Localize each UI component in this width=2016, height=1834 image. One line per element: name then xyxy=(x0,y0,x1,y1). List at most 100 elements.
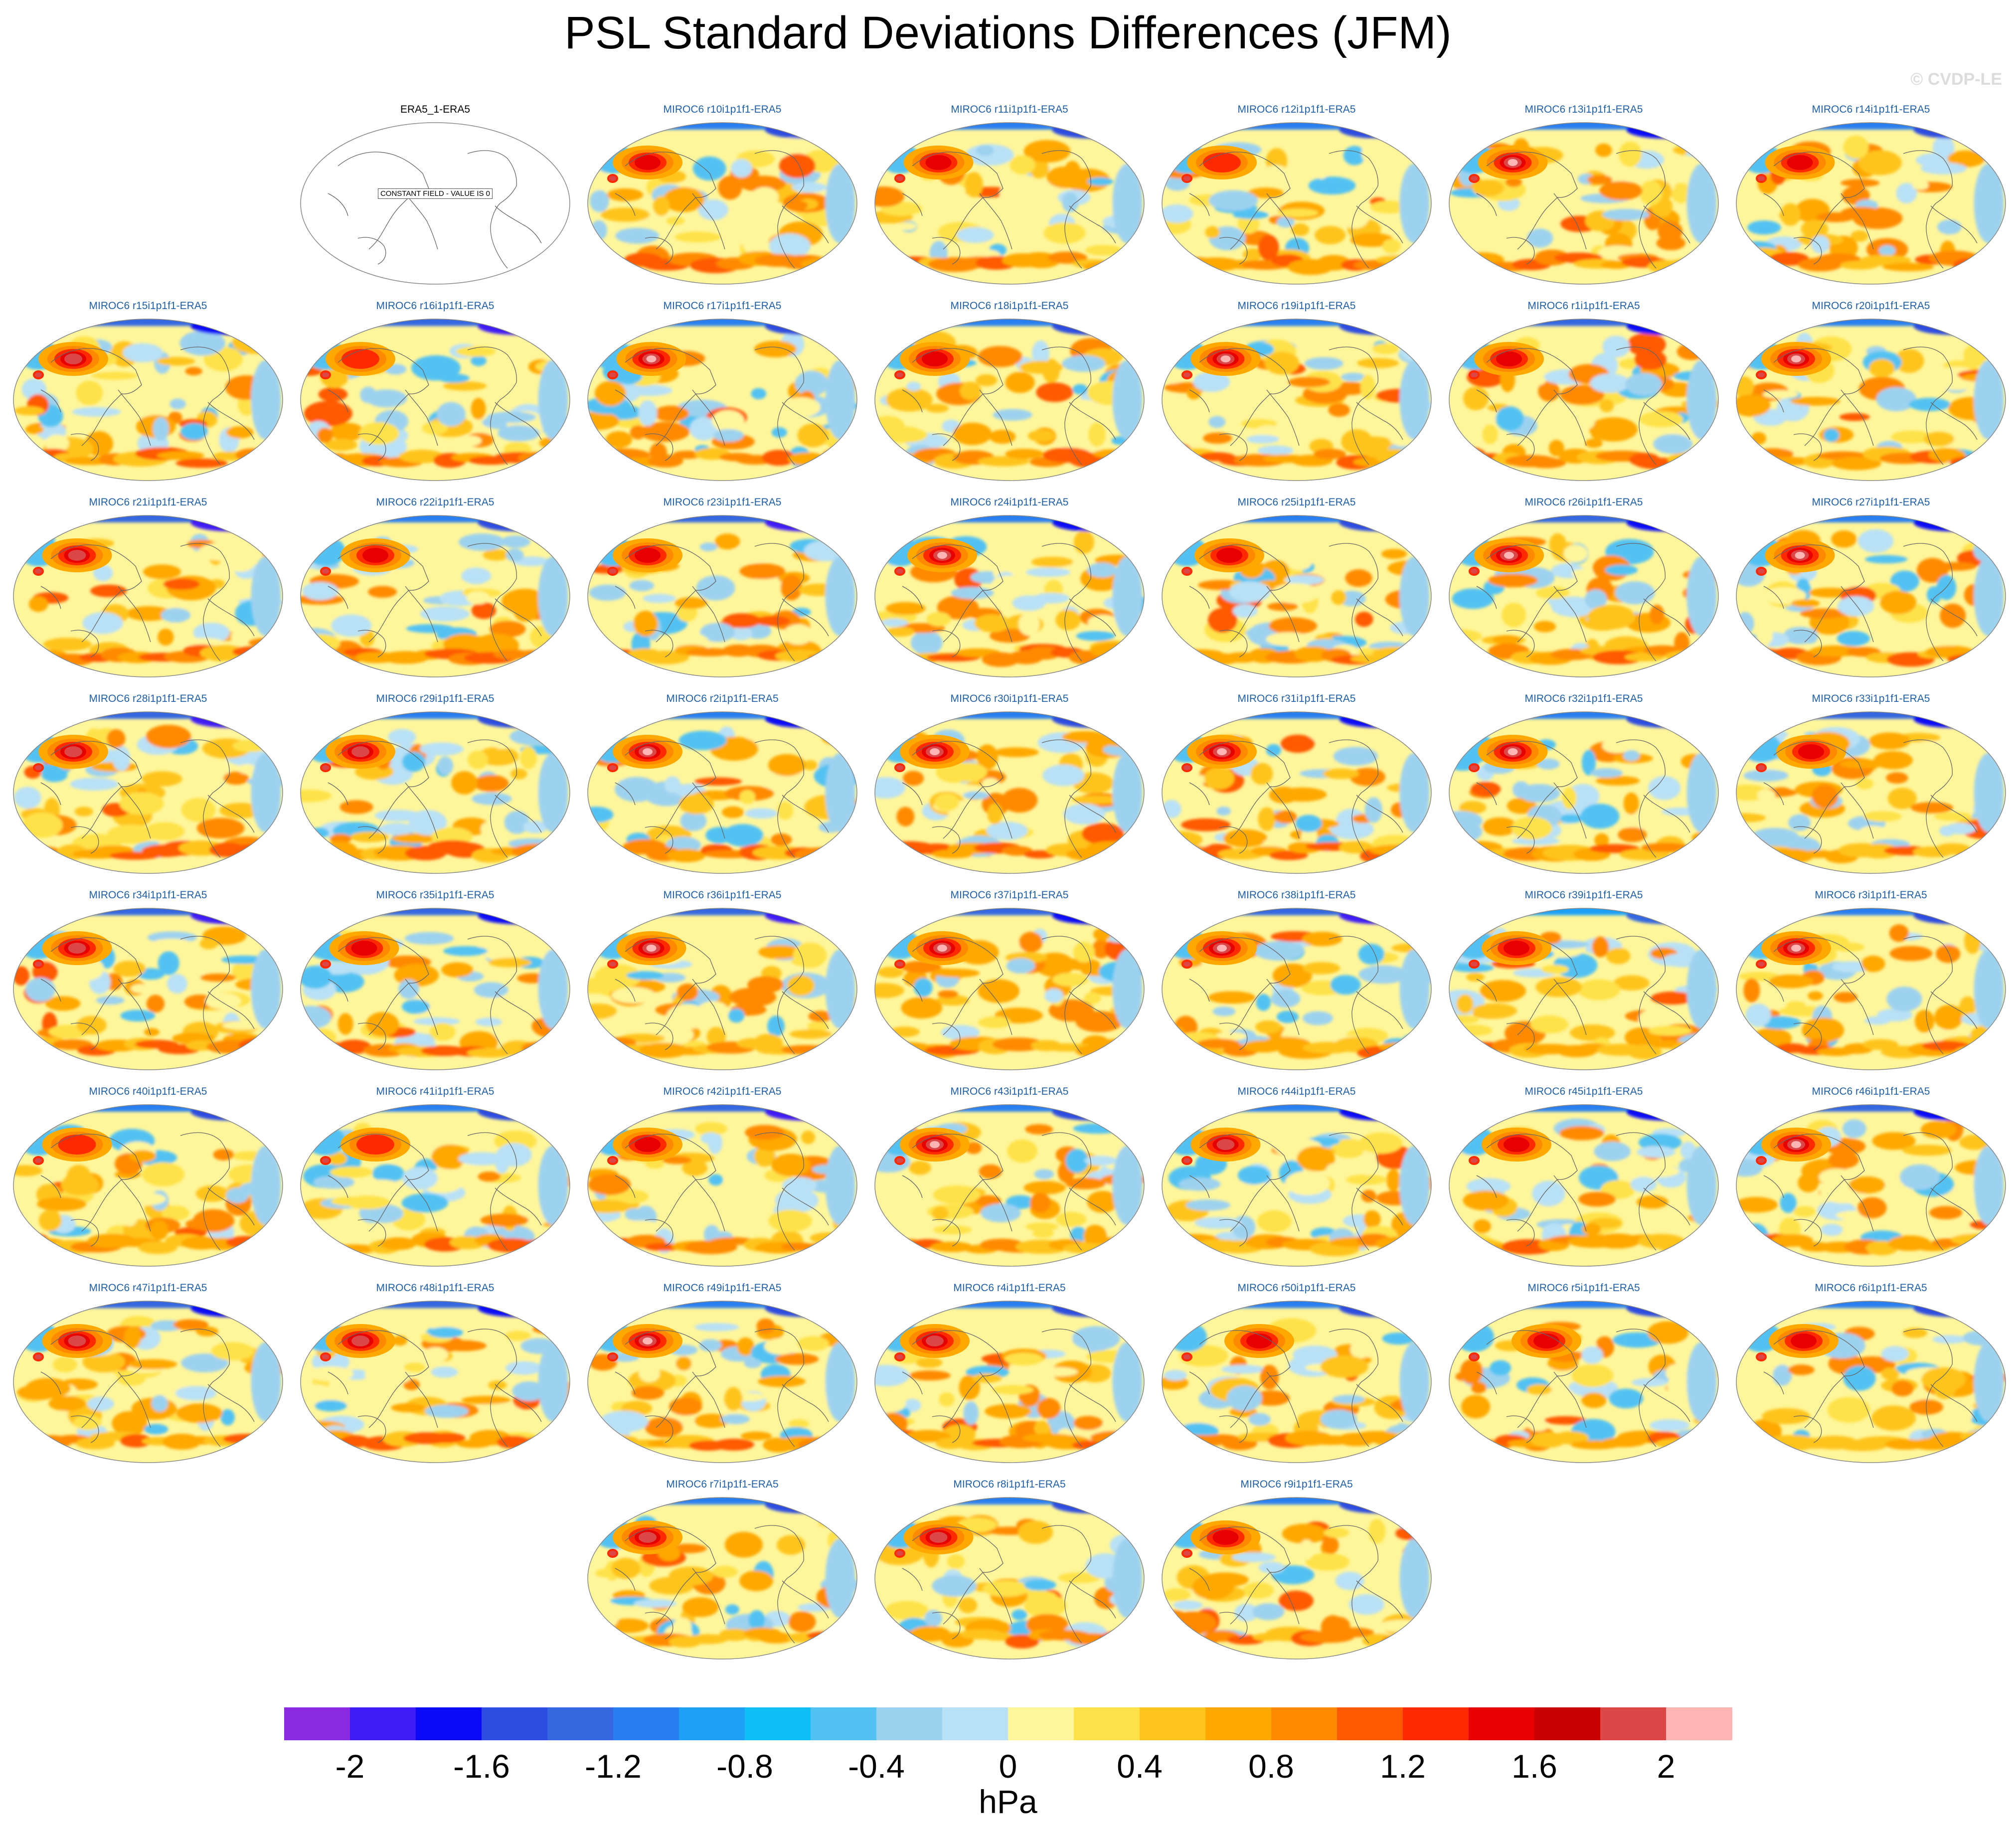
anomaly-patch xyxy=(345,1195,390,1209)
panel-title: MIROC6 r27i1p1f1-ERA5 xyxy=(1812,497,1930,508)
anomaly-patch xyxy=(994,747,1039,757)
anomaly-patch xyxy=(489,958,531,968)
anomaly-patch xyxy=(909,1370,951,1381)
highland-peak xyxy=(1756,1156,1767,1165)
anomaly-patch xyxy=(1324,1527,1349,1538)
map-panel: MIROC6 r44i1p1f1-ERA5 xyxy=(1156,1086,1438,1275)
anomaly-patch xyxy=(481,821,499,837)
highland-peak xyxy=(607,960,618,969)
anomaly-patch xyxy=(745,808,778,819)
map-field xyxy=(1162,1301,1431,1463)
highland-peak xyxy=(33,763,44,772)
anomaly-patch xyxy=(792,182,827,193)
anomaly-patch xyxy=(1606,948,1631,965)
map-panel: MIROC6 r47i1p1f1-ERA5 xyxy=(7,1282,289,1472)
southern-ocean-patch xyxy=(1627,1044,1662,1059)
coastline xyxy=(912,1330,1004,1428)
north-pacific-peak xyxy=(1795,552,1805,559)
anomaly-patch xyxy=(976,145,994,156)
anomaly-patch xyxy=(1335,1571,1364,1590)
anomaly-patch xyxy=(325,439,357,451)
coastline xyxy=(1329,1132,1378,1251)
anomaly-patch xyxy=(1331,1139,1366,1158)
map-outline xyxy=(587,908,857,1070)
anomaly-patch xyxy=(789,1029,832,1039)
coastline xyxy=(645,433,673,461)
panel-title: MIROC6 r26i1p1f1-ERA5 xyxy=(1524,497,1643,508)
anomaly-patch xyxy=(231,628,245,647)
north-pacific-peak xyxy=(635,548,661,563)
anomaly-patch xyxy=(1242,1582,1274,1599)
anomaly-patch xyxy=(1358,944,1385,965)
southern-ocean-patch xyxy=(875,1041,904,1056)
north-pacific-peak xyxy=(930,1141,940,1148)
anomaly-patch xyxy=(1087,177,1114,186)
polar-negative-band xyxy=(301,1105,570,1112)
coastline xyxy=(615,782,636,806)
anomaly-patch xyxy=(1163,1588,1191,1602)
southern-ocean-patch xyxy=(248,457,283,466)
anomaly-field xyxy=(588,712,857,862)
coastline xyxy=(1643,205,1690,244)
global-map xyxy=(874,1104,1145,1267)
map-panel: MIROC6 r20i1p1f1-ERA5 xyxy=(1730,300,2012,490)
north-pacific-peak xyxy=(937,552,947,559)
anomaly-patch xyxy=(1511,817,1552,840)
anomaly-patch xyxy=(1243,248,1263,261)
colorbar-box xyxy=(876,1707,943,1740)
anomaly-patch xyxy=(144,1028,160,1036)
anomaly-patch xyxy=(1173,1600,1203,1610)
north-pacific-peak xyxy=(930,748,940,755)
anomaly-patch xyxy=(1087,1190,1119,1213)
southern-ocean-patch xyxy=(1634,458,1684,470)
coastline xyxy=(1643,598,1690,637)
anomaly-patch xyxy=(14,406,44,416)
anomaly-patch xyxy=(181,1353,229,1372)
anomaly-patch xyxy=(330,1167,373,1178)
north-pacific-peak xyxy=(1787,155,1813,170)
anomaly-patch xyxy=(1535,586,1569,599)
highland-peak xyxy=(607,174,618,183)
panel-title: MIROC6 r14i1p1f1-ERA5 xyxy=(1812,104,1930,115)
anomaly-patch xyxy=(1386,1169,1401,1191)
anomaly-patch xyxy=(1472,179,1504,197)
coastline xyxy=(405,782,438,839)
colorbar-box xyxy=(942,1707,1008,1740)
anomaly-patch xyxy=(1370,200,1409,214)
colorbar xyxy=(284,1707,1732,1740)
coastline xyxy=(357,237,386,265)
southern-ocean-patch xyxy=(229,844,279,853)
anomaly-patch xyxy=(1044,989,1063,1003)
anomaly-patch xyxy=(402,752,426,772)
polar-negative-band xyxy=(1162,123,1431,130)
anomaly-patch xyxy=(189,961,204,979)
coastline xyxy=(1199,348,1291,446)
coastline xyxy=(357,433,386,461)
anomaly-patch xyxy=(427,1321,465,1330)
anomaly-patch xyxy=(639,1365,660,1382)
anomaly-patch xyxy=(1828,1151,1859,1168)
map-panel: MIROC6 r32i1p1f1-ERA5 xyxy=(1443,693,1725,882)
map-field xyxy=(1449,1301,1718,1463)
coastline xyxy=(1793,826,1822,854)
north-pacific-peak xyxy=(1217,748,1227,755)
southern-ocean-patch xyxy=(538,845,570,858)
negative-patch xyxy=(825,1146,855,1225)
anomaly-patch xyxy=(1637,1146,1676,1158)
southern-ocean-patch xyxy=(518,1239,560,1251)
map-panel: MIROC6 r30i1p1f1-ERA5 xyxy=(868,693,1151,882)
anomaly-patch xyxy=(1889,924,1909,942)
anomaly-patch xyxy=(366,389,407,408)
map-outline xyxy=(1162,1301,1432,1463)
panel-title: MIROC6 r50i1p1f1-ERA5 xyxy=(1237,1282,1356,1294)
anomaly-patch xyxy=(1248,1413,1271,1426)
southern-ocean-patch xyxy=(648,454,683,468)
negative-patch xyxy=(1112,556,1143,636)
southern-ocean-patch xyxy=(1112,260,1144,274)
anomaly-patch xyxy=(1480,980,1526,1002)
polar-negative-band xyxy=(875,319,1144,326)
anomaly-patch xyxy=(25,1378,71,1399)
coastline xyxy=(1486,1134,1578,1232)
coastline xyxy=(1903,543,1953,662)
highland-peak xyxy=(1181,370,1192,379)
